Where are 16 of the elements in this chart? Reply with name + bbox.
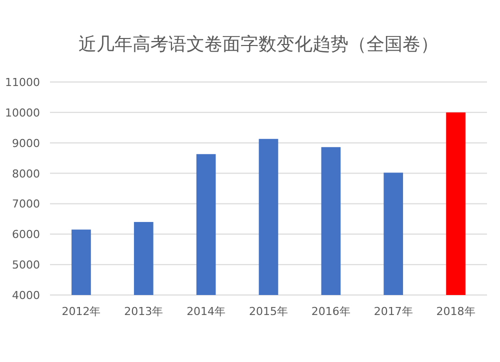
x-tick-label: 2017年 [374,305,413,318]
y-tick-label: 6000 [12,228,40,242]
x-tick-label: 2014年 [186,305,226,318]
y-tick-label: 5000 [12,258,40,272]
x-tick-label: 2016年 [311,305,350,318]
y-tick-label: 10000 [5,106,40,120]
x-tick-label: 2012年 [62,305,101,318]
y-tick-label: 8000 [12,167,40,180]
y-tick-label: 4000 [12,289,40,302]
x-tick-label: 2018年 [436,305,476,318]
y-tick-label: 9000 [12,136,40,150]
x-tick-label: 2013年 [124,305,164,318]
y-tick-label: 7000 [12,198,40,211]
y-tick-label: 11000 [5,76,40,89]
chart-title: 近几年高考语文卷面字数变化趋势（全国卷） [78,34,438,55]
x-tick-label: 2015年 [249,305,288,318]
